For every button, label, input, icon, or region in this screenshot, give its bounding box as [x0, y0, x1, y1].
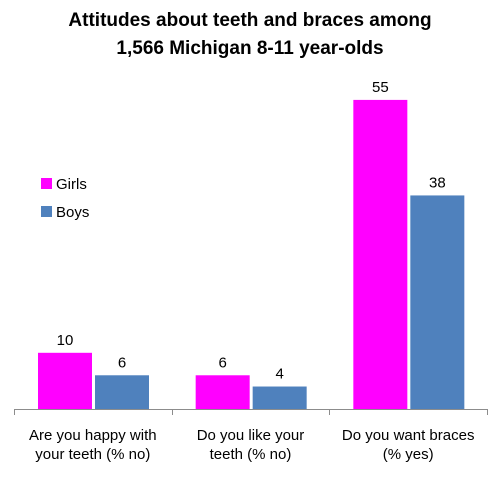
- bar-boys-2: [252, 386, 307, 409]
- data-label-girls-3: 55: [372, 79, 389, 96]
- data-label-boys-1: 6: [118, 354, 126, 371]
- category-label-1-line-2: your teeth (% no): [35, 446, 150, 463]
- legend-label-boys: Boys: [56, 204, 89, 221]
- category-label-2-line-1: Do you like your: [197, 427, 305, 444]
- category-label-1-line-1: Are you happy with: [29, 427, 157, 444]
- chart-title-line-2: 1,566 Michigan 8-11 year-olds: [116, 38, 383, 59]
- plot-area: 10 6 6 4 55 38 Are you happy with your teeth (%…: [14, 79, 488, 463]
- category-label-3-line-2: (% yes): [383, 446, 434, 463]
- chart-title: Attitudes about teeth and braces among 1…: [68, 10, 431, 59]
- bar-boys-1: [95, 375, 149, 409]
- legend-label-girls: Girls: [56, 176, 87, 193]
- legend-swatch-boys: [41, 206, 52, 217]
- data-label-boys-3: 38: [429, 174, 446, 191]
- category-label-3-line-1: Do you want braces: [342, 427, 475, 444]
- legend: Girls Boys: [41, 176, 89, 221]
- chart-title-line-1: Attitudes about teeth and braces among: [68, 10, 431, 31]
- data-label-girls-1: 10: [57, 332, 74, 349]
- bar-girls-3: [353, 99, 408, 410]
- bar-girls-2: [195, 375, 250, 409]
- legend-swatch-girls: [41, 178, 52, 189]
- category-label-2-line-2: teeth (% no): [210, 446, 292, 463]
- bar-girls-1: [38, 352, 92, 409]
- data-label-boys-2: 4: [275, 366, 283, 383]
- data-label-girls-2: 6: [218, 354, 226, 371]
- bar-boys-3: [410, 195, 465, 409]
